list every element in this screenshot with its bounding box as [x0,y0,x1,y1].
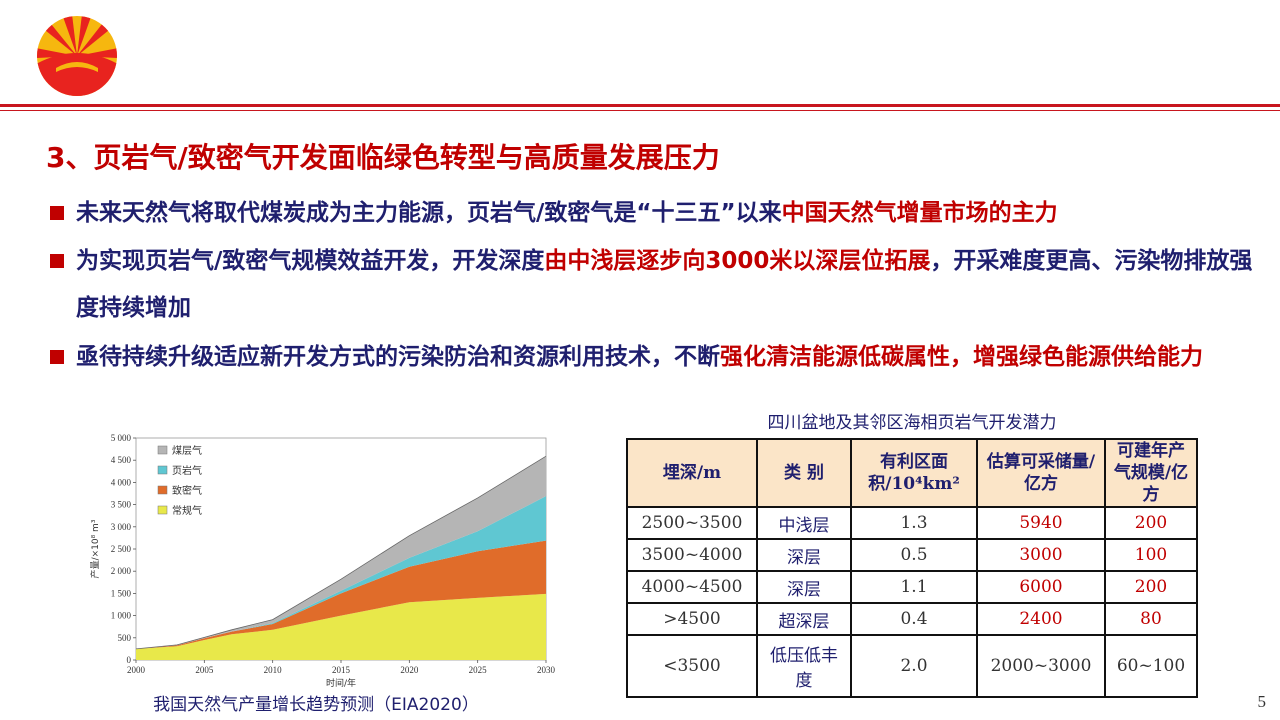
table-cell: 深层 [756,570,852,605]
bullet-square-icon [50,350,64,364]
bullet-2-text: 为实现页岩气/致密气规模效益开发，开发深度 [76,248,545,274]
series-area-常规气 [136,593,546,660]
bullet-square-icon [50,206,64,220]
table-cell: 3500~4000 [626,538,758,573]
legend-label: 致密气 [172,484,202,497]
table-cell: 中浅层 [756,505,852,541]
y-tick-label: 3 000 [111,522,132,532]
table-cell: 1.3 [850,505,978,541]
x-axis-label: 时间/年 [326,677,356,689]
legend-label: 煤层气 [172,444,202,457]
chart-caption: 我国天然气产量增长趋势预测（EIA2020） [153,695,479,715]
bullet-1: 未来天然气将取代煤炭成为主力能源，页岩气/致密气是“十三五”以来中国天然气增量市… [50,190,1260,237]
page-number: 5 [1257,692,1267,711]
table-header-row: 埋深/m 类 别 有利区面积/10⁴km² 估算可采储量/亿方 可建年产气规模/… [626,438,1198,508]
bullet-1-highlight: 中国天然气增量市场的主力 [781,200,1058,226]
x-tick-label: 2020 [400,665,419,675]
table-cell: 3000 [976,538,1106,573]
y-axis-label: 产量/×10⁸ m³ [89,519,101,578]
company-logo [37,16,117,96]
table-cell: >4500 [626,602,758,637]
table-title: 四川盆地及其邻区海相页岩气开发潜力 [767,413,1057,433]
table-cell: 0.5 [850,538,978,573]
y-tick-label: 1 500 [111,588,132,598]
table-cell: <3500 [626,634,758,698]
table-row: <3500 低压低丰度 2.0 2000~3000 60~100 [626,634,1198,698]
x-tick-label: 2025 [469,665,488,675]
x-tick-label: 2015 [332,665,351,675]
y-tick-label: 2 000 [111,566,132,576]
header-capacity: 可建年产气规模/亿方 [1104,438,1198,508]
y-tick-label: 1 000 [111,611,132,621]
total-line [135,455,547,650]
table-cell: 80 [1104,602,1198,637]
series-area-致密气 [136,540,546,649]
table-cell: 100 [1104,538,1198,573]
slide-title: 3、页岩气/致密气开发面临绿色转型与高质量发展压力 [46,141,720,174]
legend-swatch [157,505,168,515]
y-tick-label: 2 500 [111,544,132,554]
shale-gas-potential-table: 埋深/m 类 别 有利区面积/10⁴km² 估算可采储量/亿方 可建年产气规模/… [626,438,1198,698]
x-tick-label: 2030 [537,665,556,675]
chart-svg: 0 500 1 000 1 500 2 000 2 500 3 000 3 500 4 000 4… [89,433,556,689]
table-cell: 60~100 [1104,634,1198,698]
bullet-2-text-tail: ，开采难度更高、污染物排放强度持续增加 [76,248,1253,321]
header-area: 有利区面积/10⁴km² [850,438,978,508]
table-cell: 6000 [976,570,1106,605]
table-cell: 2500~3500 [626,505,758,541]
table-cell: 深层 [756,538,852,573]
table-cell: 200 [1104,505,1198,541]
y-tick-label: 500 [118,633,132,643]
gas-production-chart: 0 500 1 000 1 500 2 000 2 500 3 000 3 500 4 000 4… [86,430,566,690]
bullet-3: 亟待持续升级适应新开发方式的污染防治和资源利用技术，不断强化清洁能源低碳属性，增… [50,334,1260,381]
header-rule-thin [0,110,1280,111]
table-row: 3500~4000 深层 0.5 3000 100 [626,538,1198,573]
bullet-1-text: 未来天然气将取代煤炭成为主力能源，页岩气/致密气是“十三五”以来 [76,200,782,226]
table-cell: 4000~4500 [626,570,758,605]
table-cell: 2.0 [850,634,978,698]
table-cell: 低压低丰度 [756,634,852,698]
legend-label: 常规气 [172,504,202,517]
legend-label: 页岩气 [172,464,202,477]
table-row: >4500 超深层 0.4 2400 80 [626,602,1198,637]
bullet-square-icon [50,254,64,268]
legend-swatch [157,465,168,475]
x-tick-label: 2005 [195,665,214,675]
header-depth: 埋深/m [626,438,758,508]
table-cell: 2400 [976,602,1106,637]
x-tick-label: 2010 [264,665,283,675]
legend-swatch [157,445,168,455]
header-rule [0,104,1280,107]
bullet-2: 为实现页岩气/致密气规模效益开发，开发深度由中浅层逐步向3000米以深层位拓展，… [50,238,1260,332]
y-tick-label: 0 [127,655,132,665]
table-cell: 2000~3000 [976,634,1106,698]
legend-swatch [157,485,168,495]
y-tick-label: 5 000 [111,433,132,443]
bullet-2-highlight: 由中浅层逐步向3000米以深层位拓展 [544,248,931,274]
table-cell: 1.1 [850,570,978,605]
header-category: 类 别 [756,438,852,508]
bullet-3-highlight: 强化清洁能源低碳属性，增强绿色能源供给能力 [720,344,1203,370]
table-row: 2500~3500 中浅层 1.3 5940 200 [626,505,1198,541]
table-cell: 5940 [976,505,1106,541]
header-reserves: 估算可采储量/亿方 [976,438,1106,508]
table-cell: 超深层 [756,602,852,637]
table-cell: 200 [1104,570,1198,605]
y-tick-label: 4 500 [111,455,132,465]
table-row: 4000~4500 深层 1.1 6000 200 [626,570,1198,605]
table-cell: 0.4 [850,602,978,637]
y-tick-label: 4 000 [111,477,132,487]
y-tick-label: 3 500 [111,500,132,510]
x-tick-label: 2000 [127,665,146,675]
bullet-3-text: 亟待持续升级适应新开发方式的污染防治和资源利用技术，不断 [76,344,720,370]
